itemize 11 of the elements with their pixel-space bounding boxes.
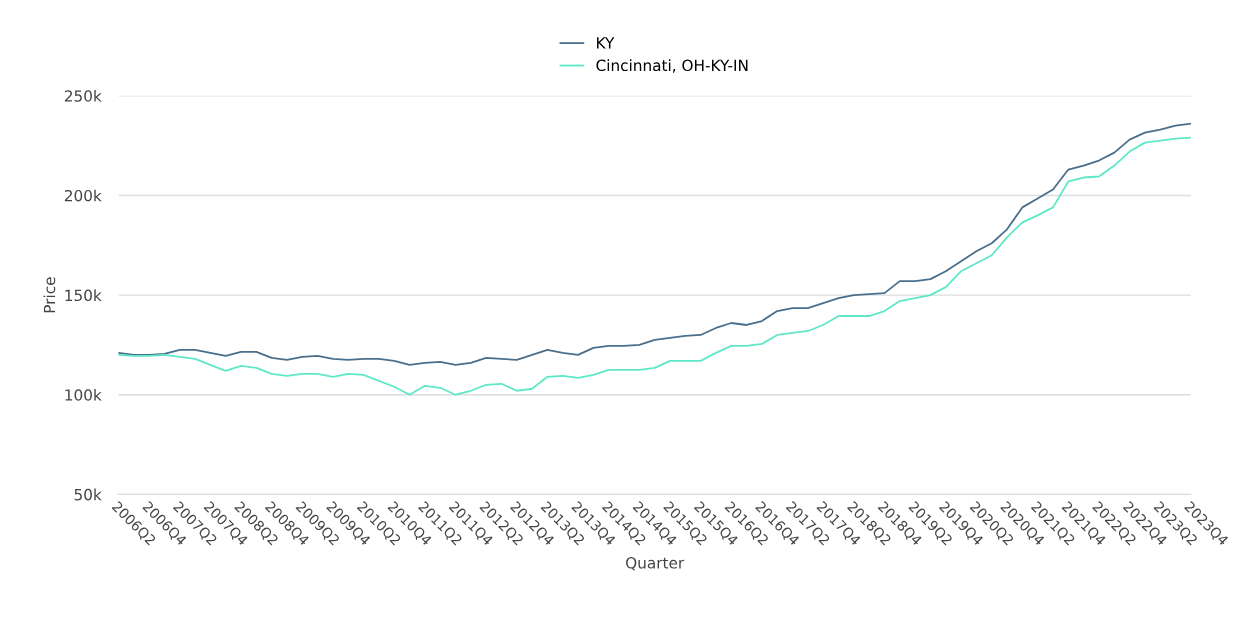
y-axis-title: Price [43, 277, 56, 313]
legend-label: KY [597, 37, 615, 49]
line-series [118, 122, 1191, 366]
x-axis-title: Quarter [626, 557, 685, 571]
y-tick-label: 50k [74, 488, 102, 501]
y-tick-label: 200k [64, 189, 102, 202]
line-series [118, 136, 1191, 396]
y-tick-label: 250k [64, 89, 102, 102]
y-tick-label: 100k [65, 388, 102, 401]
legend-label: Cincinnati, OH-KY-IN [596, 59, 748, 73]
y-tick-label: 150k [65, 289, 102, 302]
